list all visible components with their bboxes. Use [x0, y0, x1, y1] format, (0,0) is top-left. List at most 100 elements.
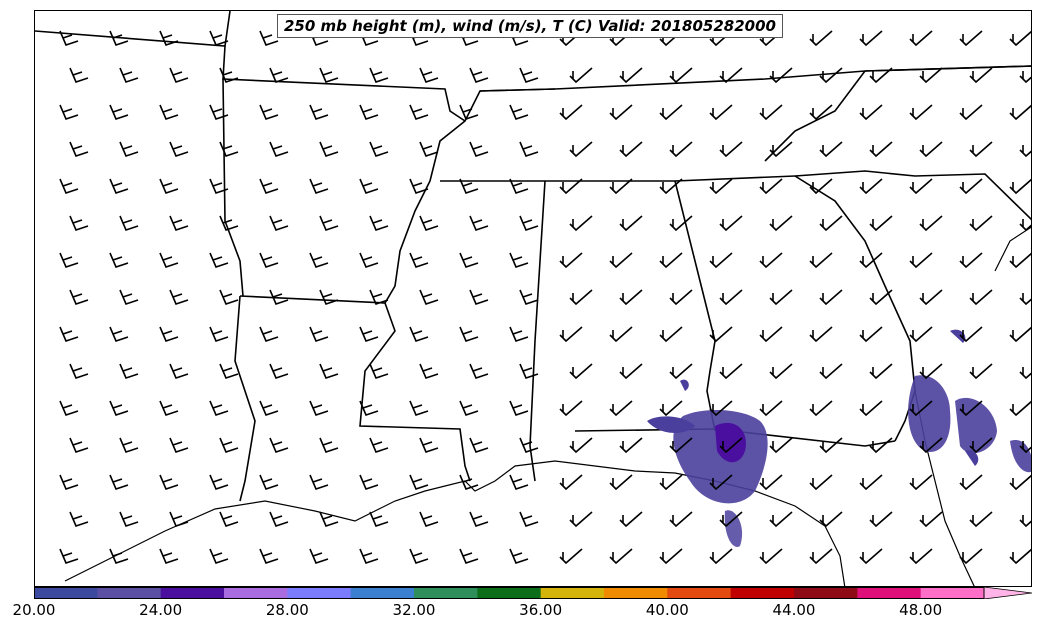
wind-barb: [109, 474, 129, 490]
wind-barb: [619, 437, 643, 454]
wind-barb: [659, 178, 683, 195]
wind-barb: [719, 437, 743, 454]
wind-barb: [309, 252, 329, 268]
wind-barb: [119, 437, 139, 453]
state-borders: [35, 11, 1031, 502]
wind-barb: [209, 400, 229, 416]
wind-barb: [619, 67, 643, 84]
wind-barb: [519, 437, 539, 453]
wind-barb: [519, 141, 539, 157]
wind-barb: [619, 289, 643, 306]
wind-barb: [409, 326, 429, 342]
wind-barb: [469, 437, 489, 453]
wind-barb: [409, 548, 429, 564]
wind-barb: [919, 363, 943, 380]
wind-barb: [669, 289, 693, 306]
wind-barb: [569, 67, 593, 84]
colorbar-tick-label: 28.00: [265, 601, 309, 619]
wind-barb: [369, 215, 389, 231]
colorbar-segment: [160, 587, 225, 599]
wind-barb: [669, 511, 693, 528]
wind-barb: [469, 141, 489, 157]
wind-barb: [669, 67, 693, 84]
wind-barb: [309, 548, 329, 564]
wind-barb: [119, 141, 139, 157]
wind-barb: [109, 30, 129, 46]
wind-barb: [1009, 474, 1031, 491]
wind-barb: [1019, 367, 1031, 380]
wind-barb: [769, 67, 793, 84]
wind-barb: [619, 511, 643, 528]
wind-barb: [469, 215, 489, 231]
wind-barb: [909, 548, 933, 565]
wind-barb: [69, 141, 89, 157]
wind-barb: [159, 474, 179, 490]
wind-barb: [819, 289, 843, 306]
wind-barb: [1009, 326, 1031, 343]
wind-barb: [159, 252, 179, 268]
wind-barb: [219, 215, 239, 231]
wind-barb: [869, 289, 893, 306]
wind-barb: [859, 400, 883, 417]
colorbar-segment: [224, 587, 288, 599]
wind-barb: [319, 511, 339, 527]
wind-barb: [509, 104, 529, 120]
wind-barb: [309, 400, 329, 416]
wind-barb: [619, 363, 643, 380]
wind-barb: [509, 178, 529, 194]
wind-barb: [519, 289, 539, 305]
wind-barb: [709, 548, 733, 565]
wind-barb: [159, 548, 179, 564]
wind-barb: [459, 400, 479, 416]
colorbar-segment: [97, 587, 162, 599]
colorbar-tick-label: 32.00: [392, 601, 436, 619]
wind-barb: [959, 104, 983, 121]
colorbar-tick-label: 24.00: [139, 601, 183, 619]
wind-barb: [919, 215, 943, 232]
wind-barb: [319, 67, 339, 83]
wind-barb: [659, 474, 683, 491]
wind-barb: [219, 289, 239, 305]
wind-barbs: [59, 30, 1031, 565]
wind-barb: [769, 437, 793, 454]
wind-barb: [909, 30, 933, 47]
wind-barb: [119, 511, 139, 527]
wind-barb: [369, 67, 389, 83]
wind-barb: [269, 289, 289, 305]
wind-barb: [169, 141, 189, 157]
wind-barb: [609, 326, 633, 343]
wind-barb: [769, 289, 793, 306]
colorbar-tick-label: 48.00: [899, 601, 943, 619]
wind-barb: [609, 178, 633, 195]
wind-barb: [319, 437, 339, 453]
colorbar-segment: [730, 587, 795, 599]
wind-barb: [259, 400, 279, 416]
wind-barb: [869, 67, 893, 84]
temperature-shading: [647, 329, 1031, 547]
colorbar-segment: [857, 587, 922, 599]
wind-barb: [809, 252, 833, 269]
wind-barb: [559, 400, 583, 417]
wind-barb: [469, 289, 489, 305]
wind-barb: [219, 437, 239, 453]
wind-barb: [809, 326, 833, 343]
wind-barb: [309, 104, 329, 120]
wind-barb: [509, 326, 529, 342]
colorbar-segment: [34, 587, 98, 599]
wind-barb: [259, 30, 279, 46]
wind-barb: [869, 141, 893, 158]
wind-barb: [1009, 548, 1031, 565]
wind-barb: [969, 67, 993, 84]
wind-barb: [459, 178, 479, 194]
wind-barb: [159, 400, 179, 416]
wind-barb: [469, 67, 489, 83]
wind-barb: [559, 474, 583, 491]
colorbar-segment: [794, 587, 858, 599]
wind-barb: [719, 215, 743, 232]
wind-barb: [159, 326, 179, 342]
wind-barb: [609, 474, 633, 491]
wind-barb: [859, 474, 883, 491]
wind-barb: [869, 215, 893, 232]
wind-barb: [109, 326, 129, 342]
wind-barb: [69, 363, 89, 379]
